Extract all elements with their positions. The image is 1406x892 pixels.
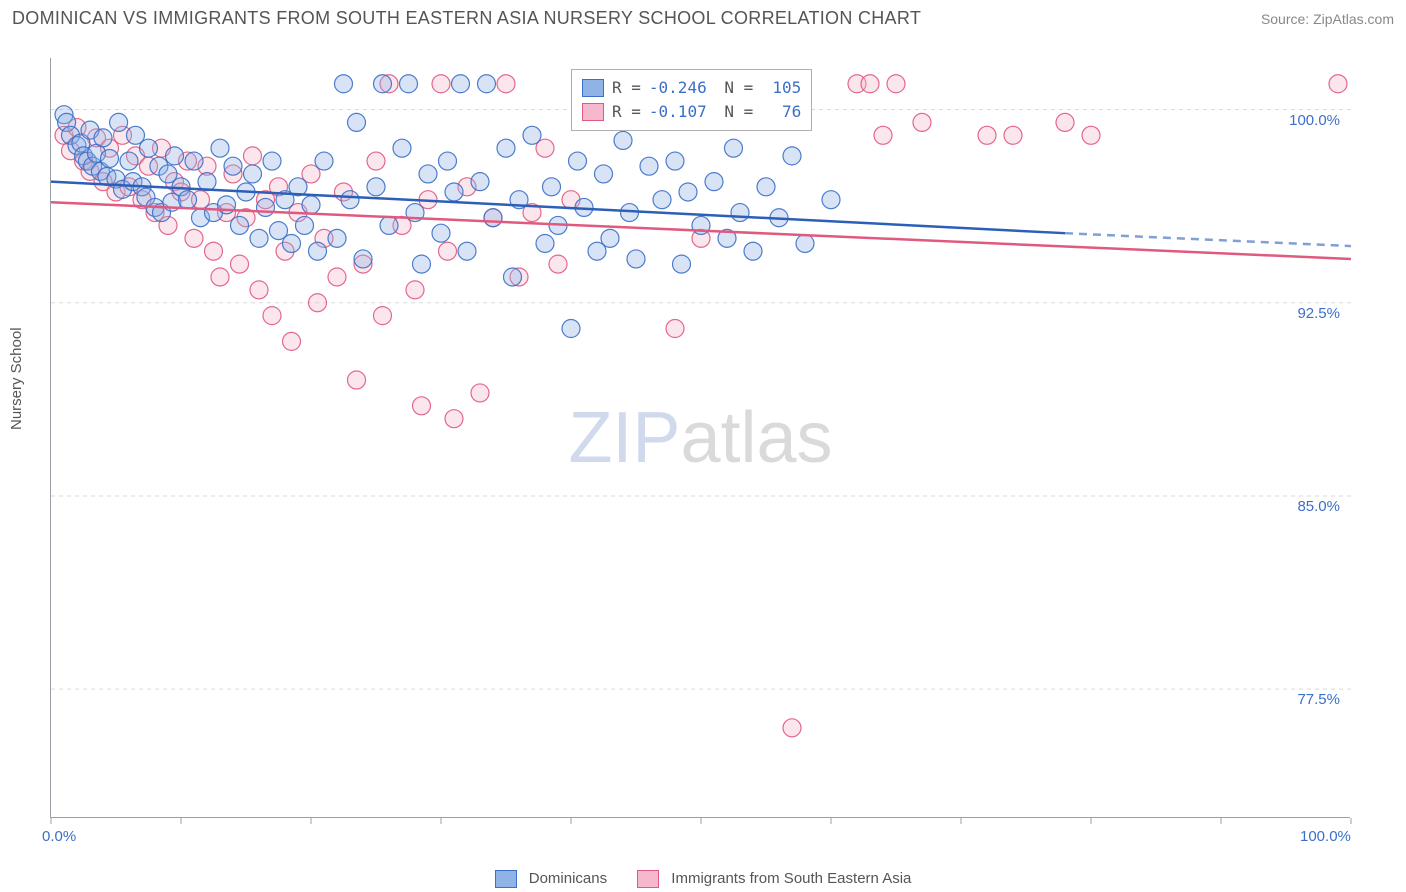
y-tick-label: 77.5%: [1280, 691, 1340, 708]
chart-title: DOMINICAN VS IMMIGRANTS FROM SOUTH EASTE…: [12, 8, 921, 29]
y-axis-label: Nursery School: [8, 327, 25, 430]
n-value-dominicans: 105: [761, 76, 801, 100]
legend-swatch-se-asia: [637, 870, 659, 888]
legend-label-dominicans: Dominicans: [529, 870, 607, 887]
y-tick-label: 85.0%: [1280, 498, 1340, 515]
legend-item-dominicans: Dominicans: [495, 870, 608, 888]
legend-swatch-dominicans: [495, 870, 517, 888]
n-label: N =: [715, 100, 754, 124]
r-value-dominicans: -0.246: [649, 76, 707, 100]
y-tick-label: 92.5%: [1280, 305, 1340, 322]
legend-item-se-asia: Immigrants from South Eastern Asia: [637, 870, 911, 888]
r-value-se-asia: -0.107: [649, 100, 707, 124]
x-tick-label: 100.0%: [1300, 828, 1351, 845]
correlation-row-dominicans: R = -0.246 N = 105: [582, 76, 801, 100]
legend-swatch-pink: [582, 103, 604, 121]
bottom-legend: Dominicans Immigrants from South Eastern…: [0, 870, 1406, 888]
y-tick-label: 100.0%: [1280, 112, 1340, 129]
chart-source: Source: ZipAtlas.com: [1261, 11, 1394, 27]
correlation-legend-box: R = -0.246 N = 105 R = -0.107 N = 76: [571, 69, 812, 131]
r-label: R =: [612, 76, 641, 100]
chart-header: DOMINICAN VS IMMIGRANTS FROM SOUTH EASTE…: [0, 0, 1406, 39]
legend-swatch-blue: [582, 79, 604, 97]
plot-area: ZIPatlas R = -0.246 N = 105 R = -0.107 N…: [50, 58, 1350, 818]
plot-svg: [51, 58, 1351, 818]
legend-label-se-asia: Immigrants from South Eastern Asia: [671, 870, 911, 887]
n-value-se-asia: 76: [761, 100, 801, 124]
n-label: N =: [715, 76, 754, 100]
correlation-row-se-asia: R = -0.107 N = 76: [582, 100, 801, 124]
x-tick-label: 0.0%: [42, 828, 76, 845]
r-label: R =: [612, 100, 641, 124]
